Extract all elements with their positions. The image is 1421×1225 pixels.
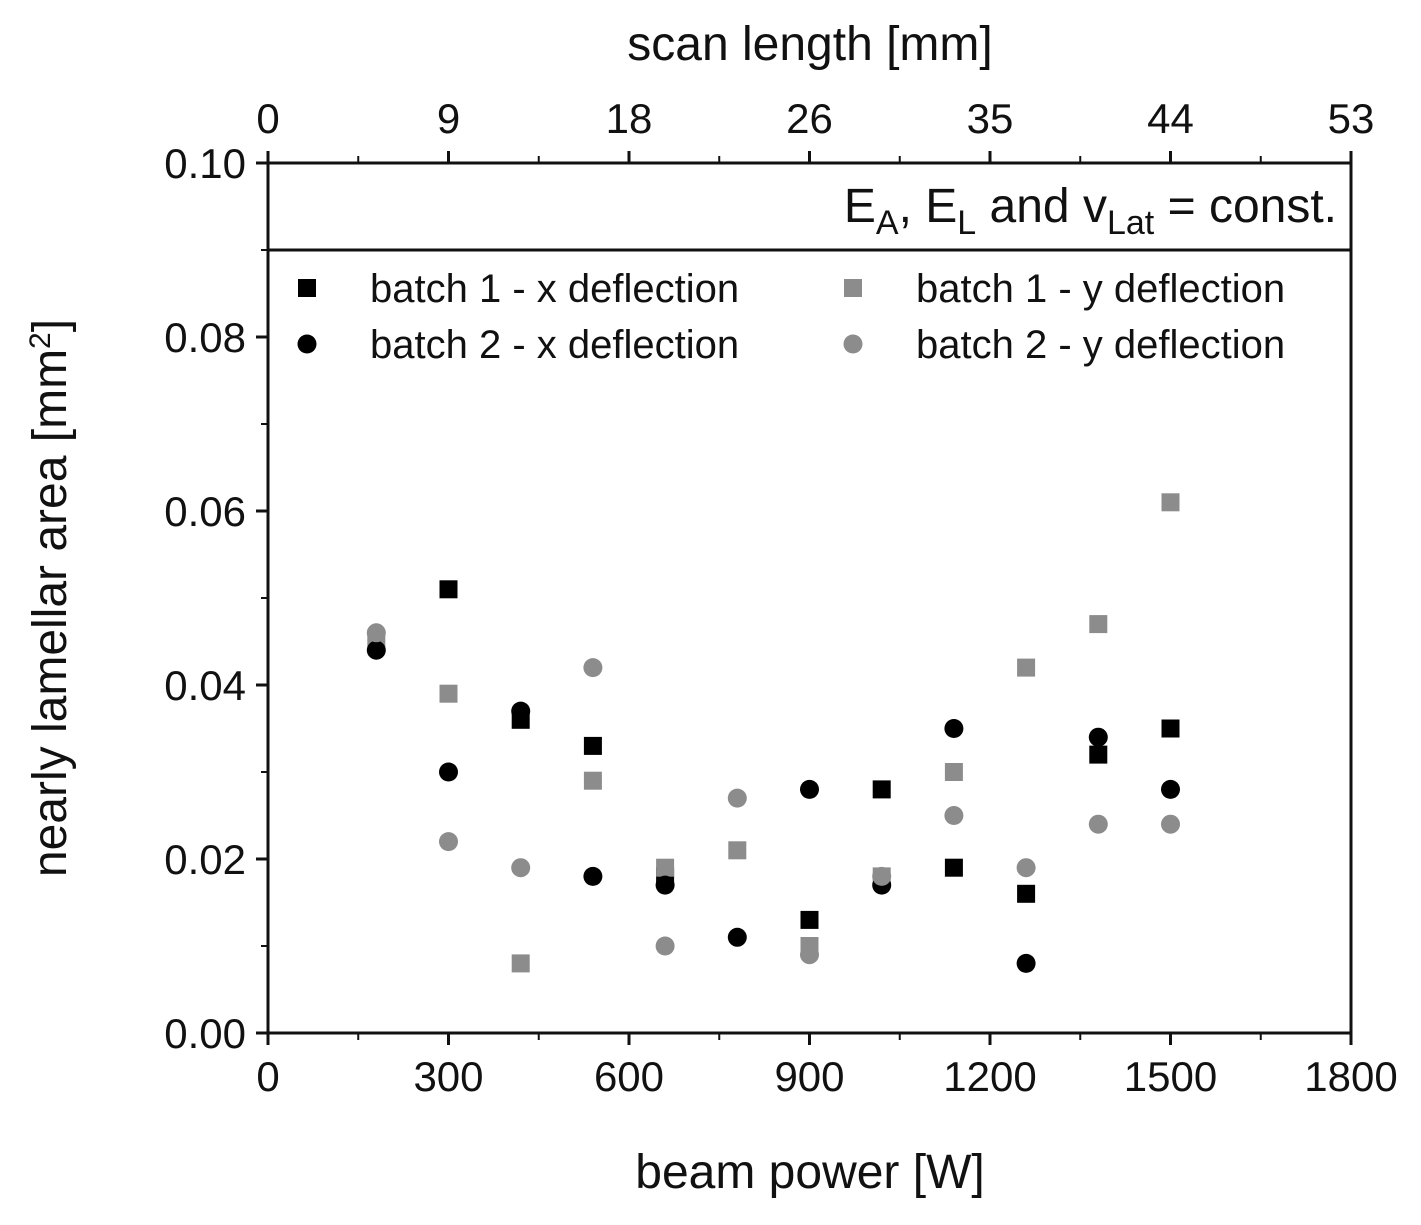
legend-marker-square	[844, 279, 862, 297]
annotation-a-subscript: A	[876, 204, 899, 242]
x-tick-label: 600	[594, 1053, 664, 1100]
legend-label: batch 1 - x deflection	[370, 267, 739, 311]
y-tick-label: 0.10	[164, 140, 246, 187]
data-point-square	[944, 858, 963, 877]
data-point-square	[1017, 658, 1036, 677]
data-point-circle	[872, 866, 892, 886]
legend-label: batch 1 - y deflection	[916, 267, 1285, 311]
top-tick-label: 0	[256, 95, 279, 142]
data-point-square	[439, 684, 458, 703]
data-point-circle	[583, 866, 603, 886]
data-point-circle	[800, 779, 819, 799]
legend: batch 1 - x deflection batch 1 - y deflec…	[297, 267, 1285, 367]
data-point-square	[728, 841, 747, 860]
data-point-circle	[439, 762, 458, 782]
top-tick-label: 18	[606, 95, 653, 142]
x-tick-label: 900	[774, 1053, 844, 1100]
data-point-circle	[1016, 953, 1036, 973]
legend-marker-square	[298, 279, 316, 297]
data-point-square	[800, 910, 819, 929]
x-tick-label: 0	[256, 1053, 279, 1100]
data-point-square	[656, 858, 675, 877]
data-point-square	[944, 763, 963, 781]
x-tick-label: 1500	[1124, 1053, 1217, 1100]
data-point-circle	[366, 623, 386, 643]
annotation-tail: = const.	[1154, 180, 1337, 233]
data-points	[366, 493, 1180, 973]
annotation-l-subscript: L	[957, 204, 976, 242]
data-point-circle	[439, 832, 458, 852]
y-tick-label: 0.00	[164, 1010, 246, 1057]
data-point-square	[511, 954, 530, 973]
annotation-lat-subscript: Lat	[1107, 204, 1155, 242]
top-tick-label: 35	[967, 95, 1014, 142]
annotation-e-a: E	[844, 180, 876, 233]
y-axis-title-end: ]	[24, 319, 77, 332]
y-tick-label: 0.02	[164, 836, 246, 883]
y-axis-title-superscript: 2	[24, 332, 57, 349]
tick-labels: 0 0 300 9 600 18 900 26 1200 35 1500 44 1800 53 0.00 0.…	[164, 95, 1397, 1100]
legend-marker-circle	[297, 334, 317, 354]
data-point-square	[583, 771, 602, 790]
data-point-circle	[944, 719, 964, 738]
x-tick-label: 1800	[1304, 1053, 1397, 1100]
top-tick-label: 53	[1328, 95, 1375, 142]
data-point-circle	[655, 936, 675, 956]
top-tick-label: 9	[437, 95, 460, 142]
data-point-circle	[583, 658, 603, 678]
data-point-square	[439, 580, 458, 599]
x-axis-title: beam power [W]	[635, 1146, 984, 1199]
data-point-square	[1161, 719, 1180, 738]
annotation-e-l: E	[925, 180, 957, 233]
data-point-circle	[1088, 727, 1108, 747]
axis-ticks	[256, 151, 1353, 1045]
annotation-comma: ,	[899, 180, 926, 233]
data-point-square	[1161, 493, 1180, 512]
x-tick-label: 1200	[943, 1053, 1036, 1100]
data-point-square	[1089, 615, 1108, 634]
data-point-circle	[1161, 779, 1180, 799]
top-x-axis-title: scan length [mm]	[627, 18, 992, 71]
y-tick-label: 0.08	[164, 314, 246, 361]
data-point-circle	[727, 927, 747, 947]
data-point-square	[1017, 884, 1036, 903]
top-tick-label: 26	[786, 95, 833, 142]
annotation-and-v: and v	[976, 180, 1107, 233]
data-point-square	[872, 780, 891, 799]
top-tick-label: 44	[1147, 95, 1194, 142]
data-point-circle	[800, 945, 819, 965]
data-point-circle	[511, 858, 531, 878]
y-axis-title-main: nearly lamellar area [mm	[24, 349, 77, 877]
constant-annotation: EA, EL and vLat = const.	[844, 180, 1337, 242]
data-point-circle	[511, 701, 531, 721]
data-point-circle	[655, 875, 675, 895]
data-point-circle	[366, 640, 386, 660]
data-point-circle	[1161, 814, 1180, 834]
y-tick-label: 0.04	[164, 662, 246, 709]
x-tick-label: 300	[413, 1053, 483, 1100]
data-point-square	[583, 736, 602, 755]
y-axis-title: nearly lamellar area [mm2]	[24, 319, 77, 877]
legend-marker-circle	[843, 334, 863, 354]
legend-label: batch 2 - x deflection	[370, 323, 739, 367]
data-point-circle	[1088, 814, 1108, 834]
data-point-circle	[1016, 858, 1036, 878]
data-point-square	[1089, 745, 1108, 764]
y-tick-label: 0.06	[164, 488, 246, 535]
legend-label: batch 2 - y deflection	[916, 323, 1285, 367]
data-point-circle	[944, 806, 964, 825]
data-point-circle	[727, 788, 747, 808]
